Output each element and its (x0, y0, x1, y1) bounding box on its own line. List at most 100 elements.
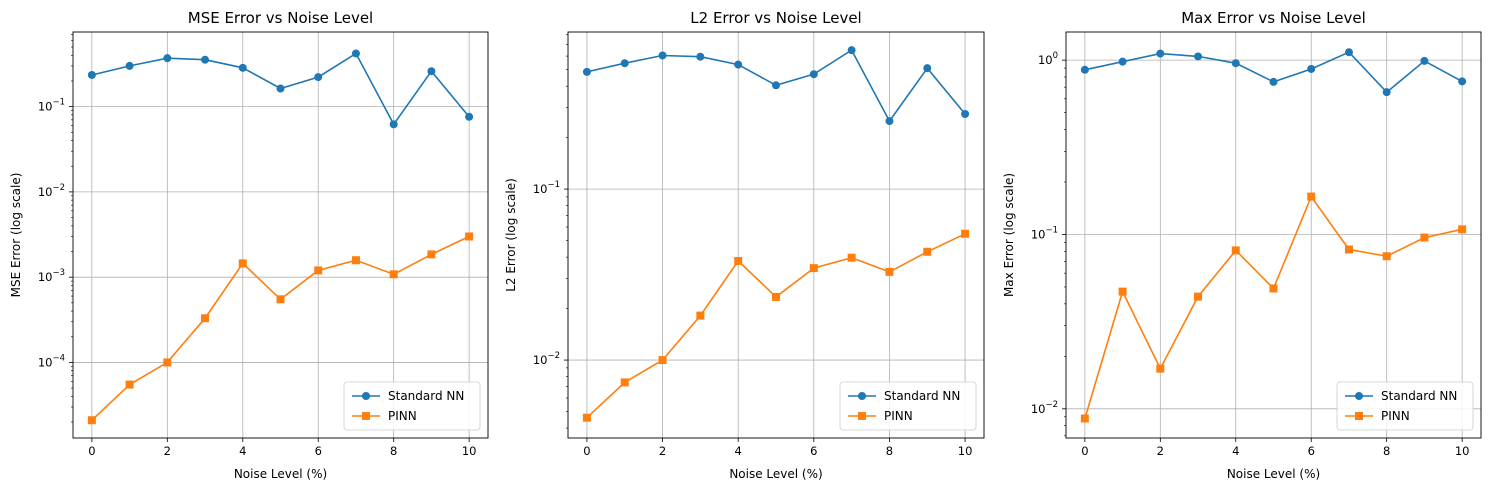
legend-box (343, 381, 481, 431)
data-point (1458, 225, 1467, 234)
y-tick-label: 10−3 (38, 268, 65, 284)
data-point (351, 256, 360, 265)
data-point (658, 356, 667, 365)
y-axis-label: L2 Error (log scale) (504, 178, 518, 292)
data-point (389, 120, 398, 129)
y-tick-mantissa: 10 (533, 182, 548, 196)
chart-title: L2 Error vs Noise Level (690, 9, 861, 27)
x-tick-label: 0 (1081, 444, 1088, 458)
y-tick-label: 100 (1038, 51, 1058, 67)
legend: Standard NN PINN (1336, 381, 1474, 431)
legend-marker (858, 392, 866, 400)
y-tick-exponent: −4 (52, 353, 65, 363)
data-point (582, 67, 591, 76)
y-tick-label: 10−2 (1031, 400, 1058, 416)
series-pinn (87, 232, 474, 425)
data-point (87, 70, 96, 79)
data-point (87, 416, 96, 425)
data-point (1382, 252, 1391, 261)
legend: Standard NN PINN (343, 381, 481, 431)
legend-box (839, 381, 977, 431)
data-point (734, 256, 743, 265)
x-tick-label: 8 (886, 444, 893, 458)
data-point (201, 55, 210, 64)
x-tick-label: 4 (735, 444, 742, 458)
x-tick-label: 8 (390, 444, 397, 458)
y-tick-mantissa: 10 (1031, 227, 1046, 241)
data-point (1307, 192, 1316, 201)
legend-label: Standard NN (388, 389, 464, 403)
data-point (961, 110, 970, 119)
data-point (1080, 65, 1089, 74)
y-tick-label: 10−1 (1031, 225, 1058, 241)
data-point (1269, 284, 1278, 293)
data-point (276, 295, 285, 304)
data-point (885, 267, 894, 276)
series-standard-nn (87, 49, 474, 129)
data-point (1307, 64, 1316, 73)
series-standard-nn (582, 46, 970, 126)
data-point (923, 64, 932, 73)
x-tick-label: 4 (239, 444, 246, 458)
legend-box (1336, 381, 1474, 431)
legend-label: PINN (884, 409, 913, 423)
data-point (772, 81, 780, 90)
data-point (772, 292, 780, 301)
axes-frame (567, 31, 985, 439)
data-point (1194, 292, 1203, 301)
legend: Standard NN PINN (839, 381, 977, 431)
y-axis-label: MSE Error (log scale) (9, 173, 23, 298)
data-point (389, 270, 398, 279)
data-point (923, 247, 932, 256)
x-tick-label: 0 (583, 444, 590, 458)
series-standard-nn (1080, 48, 1467, 97)
data-point (201, 314, 210, 323)
data-point (465, 112, 474, 121)
legend-marker (858, 412, 866, 420)
y-tick-mantissa: 10 (1031, 402, 1046, 416)
x-axis-label: Noise Level (%) (234, 467, 327, 481)
data-point (809, 264, 818, 273)
y-tick-mantissa: 10 (38, 100, 53, 114)
chart-title: MSE Error vs Noise Level (188, 9, 373, 27)
data-point (125, 61, 134, 70)
axes-frame (1065, 31, 1482, 439)
data-point (620, 59, 629, 68)
y-tick-exponent: −1 (1045, 225, 1058, 235)
data-point (276, 84, 285, 93)
x-tick-label: 0 (88, 444, 95, 458)
x-tick-label: 4 (1232, 444, 1239, 458)
x-tick-label: 6 (810, 444, 817, 458)
legend-marker (362, 412, 370, 420)
data-point (1118, 57, 1127, 66)
data-point (734, 60, 743, 69)
legend-marker (1355, 392, 1363, 400)
data-point (1382, 88, 1391, 97)
x-tick-label: 10 (462, 444, 477, 458)
data-point (696, 311, 705, 320)
y-axis-label: Max Error (log scale) (1002, 173, 1016, 297)
axes-frame (72, 31, 489, 439)
x-tick-label: 10 (958, 444, 973, 458)
data-point (163, 358, 172, 367)
legend-marker (1355, 412, 1363, 420)
data-point (1231, 59, 1240, 68)
data-point (1231, 246, 1240, 255)
x-tick-label: 6 (315, 444, 322, 458)
x-tick-label: 10 (1455, 444, 1470, 458)
data-point (582, 413, 591, 422)
x-tick-label: 2 (659, 444, 666, 458)
y-tick-exponent: −1 (52, 98, 65, 108)
legend-label: Standard NN (1381, 389, 1457, 403)
data-point (465, 232, 474, 241)
legend-label: PINN (388, 409, 417, 423)
data-point (1118, 287, 1127, 296)
legend-marker (362, 392, 370, 400)
y-tick-label: 10−1 (38, 98, 65, 114)
y-tick-mantissa: 10 (38, 355, 53, 369)
legend-label: PINN (1381, 409, 1410, 423)
data-point (314, 73, 323, 82)
